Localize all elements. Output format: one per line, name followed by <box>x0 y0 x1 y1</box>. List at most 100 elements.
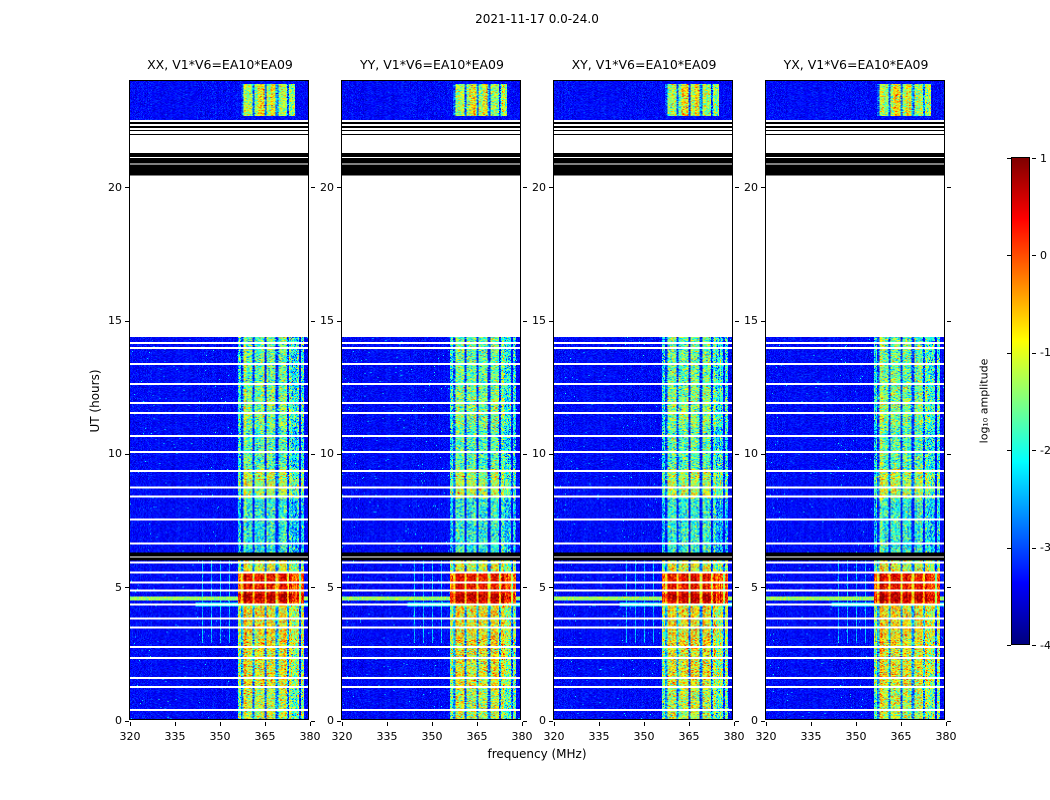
x-tick-mark <box>553 722 555 726</box>
y-tick-mark-right <box>735 587 739 589</box>
y-tick-label: 5 <box>539 580 546 594</box>
colorbar-tick-mark <box>1032 450 1036 452</box>
x-tick-mark <box>341 722 343 726</box>
x-tick-mark <box>688 722 690 726</box>
panel-title-yy: YY, V1*V6=EA10*EA09 <box>360 57 504 72</box>
y-tick-label: 20 <box>108 180 122 194</box>
y-tick-label: 15 <box>320 314 334 327</box>
x-tick-mark <box>219 722 221 726</box>
colorbar-label: log₁₀ amplitude <box>977 358 991 444</box>
x-tick-label: 365 <box>254 730 276 743</box>
y-tick-mark-right <box>523 587 527 589</box>
x-tick-mark <box>900 722 902 726</box>
y-tick-mark <box>337 453 341 455</box>
colorbar-tick-mark <box>1032 158 1036 159</box>
y-tick-mark <box>761 187 765 189</box>
y-tick-mark <box>125 587 129 589</box>
x-tick-label: 320 <box>331 730 353 743</box>
y-tick-mark-right <box>735 187 739 189</box>
x-tick-mark <box>174 722 176 726</box>
y-tick-label: 0 <box>539 714 546 727</box>
y-tick-mark <box>761 720 765 722</box>
colorbar-tick-mark <box>1007 158 1011 159</box>
y-tick-mark <box>125 720 129 722</box>
x-tick-mark <box>476 722 478 726</box>
y-tick-mark-right <box>523 453 527 455</box>
y-tick-mark <box>125 453 129 455</box>
colorbar-tick-label: -1 <box>1040 346 1050 360</box>
panel-title-xy: XY, V1*V6=EA10*EA09 <box>571 57 717 72</box>
colorbar-tick-label: 1 <box>1040 151 1047 165</box>
x-tick-label: 335 <box>376 730 398 743</box>
x-tick-mark <box>431 722 433 726</box>
colorbar-tick-mark <box>1007 255 1011 257</box>
x-tick-label: 320 <box>543 730 565 743</box>
x-tick-label: 350 <box>845 730 867 743</box>
colorbar-tick-mark <box>1032 352 1036 354</box>
y-tick-mark <box>549 720 553 722</box>
y-tick-mark-right <box>311 587 315 589</box>
y-tick-mark-right <box>311 187 315 189</box>
y-tick-label: 0 <box>751 714 758 727</box>
x-tick-mark <box>264 722 266 726</box>
x-tick-mark <box>598 722 600 726</box>
x-axis-label: frequency (MHz) <box>487 747 587 761</box>
y-tick-mark-right <box>311 453 315 455</box>
x-tick-mark <box>765 722 767 726</box>
y-tick-mark-right <box>947 320 951 322</box>
spectrogram-canvas-yy <box>341 80 521 720</box>
y-tick-mark-right <box>735 453 739 455</box>
x-tick-label: 335 <box>588 730 610 743</box>
y-tick-mark-right <box>523 720 527 722</box>
colorbar-tick-mark <box>1032 547 1036 549</box>
y-tick-mark <box>549 453 553 455</box>
x-tick-label: 350 <box>421 730 443 743</box>
spectrogram-canvas-yx <box>765 80 945 720</box>
y-tick-label: 5 <box>115 580 122 594</box>
x-tick-mark <box>309 722 311 726</box>
y-tick-mark <box>125 320 129 322</box>
y-tick-mark-right <box>947 453 951 455</box>
y-tick-mark-right <box>523 187 527 189</box>
x-tick-label: 320 <box>119 730 141 743</box>
y-tick-label: 20 <box>320 180 334 194</box>
spectrogram-canvas-xx <box>129 80 309 720</box>
y-tick-label: 20 <box>532 180 546 194</box>
x-tick-label: 365 <box>678 730 700 743</box>
colorbar-tick-mark <box>1032 255 1036 257</box>
y-tick-mark-right <box>735 320 739 322</box>
colorbar-tick-mark <box>1007 547 1011 549</box>
y-tick-label: 5 <box>751 580 758 594</box>
panel-title-xx: XX, V1*V6=EA10*EA09 <box>147 57 293 72</box>
x-tick-mark <box>643 722 645 726</box>
x-tick-mark <box>129 722 131 726</box>
colorbar-tick-label: 0 <box>1040 248 1047 262</box>
x-tick-label: 380 <box>299 730 321 743</box>
x-tick-label: 380 <box>935 730 957 743</box>
y-tick-label: 10 <box>320 447 334 461</box>
spectrogram-panel-xy: XY, V1*V6=EA10*EA09 320 335 350 365 380 0 5 10 15… <box>532 57 745 743</box>
y-tick-mark-right <box>311 320 315 322</box>
y-tick-mark-right <box>523 320 527 322</box>
y-tick-mark-right <box>947 720 951 722</box>
y-tick-label: 20 <box>744 180 758 194</box>
y-tick-mark <box>125 187 129 189</box>
figure-title: 2021-11-17 0.0-24.0 <box>475 12 599 26</box>
y-axis-label: UT (hours) <box>88 369 102 433</box>
y-tick-label: 15 <box>108 314 122 327</box>
y-tick-mark <box>761 587 765 589</box>
y-tick-mark-right <box>947 587 951 589</box>
x-tick-label: 380 <box>511 730 533 743</box>
x-tick-label: 365 <box>890 730 912 743</box>
x-tick-mark <box>733 722 735 726</box>
y-tick-mark-right <box>947 187 951 189</box>
y-tick-mark <box>761 453 765 455</box>
spectrogram-panel-yy: YY, V1*V6=EA10*EA09 320 335 350 365 380 0 5 10 15… <box>320 57 533 743</box>
x-tick-label: 335 <box>800 730 822 743</box>
spectrogram-canvas-xy <box>553 80 733 720</box>
spectrogram-panel-xx: XX, V1*V6=EA10*EA09 320 335 350 365 380 0 5 10 15… <box>108 57 321 743</box>
y-tick-label: 0 <box>115 714 122 727</box>
x-tick-mark <box>521 722 523 726</box>
colorbar-tick-mark <box>1007 352 1011 354</box>
